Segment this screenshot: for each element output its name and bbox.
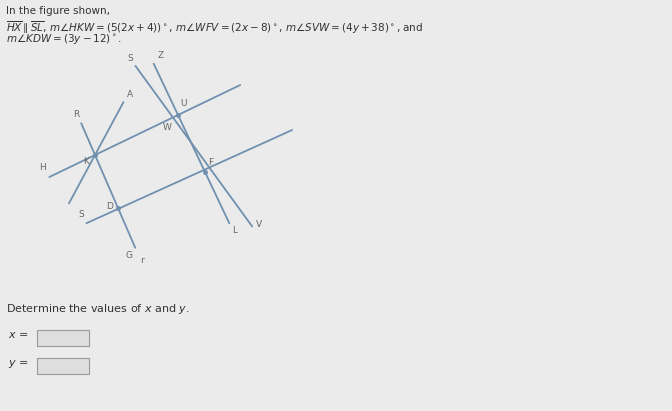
Text: H: H bbox=[40, 163, 46, 172]
Text: $\overline{HX} \parallel \overline{SL}$, $m\angle HKW=(5(2x+4))^\circ$, $m\angle: $\overline{HX} \parallel \overline{SL}$,… bbox=[6, 19, 423, 36]
Text: $m\angle KDW=(3y-12)^\circ$.: $m\angle KDW=(3y-12)^\circ$. bbox=[6, 32, 122, 46]
Text: L: L bbox=[233, 226, 237, 236]
Text: A: A bbox=[126, 90, 132, 99]
Text: W: W bbox=[163, 123, 172, 132]
Text: G: G bbox=[125, 251, 132, 260]
Text: V: V bbox=[256, 220, 262, 229]
Text: S: S bbox=[128, 54, 134, 63]
Text: D: D bbox=[106, 201, 113, 210]
FancyBboxPatch shape bbox=[37, 358, 89, 374]
Text: $x$ =: $x$ = bbox=[8, 330, 28, 340]
Text: r: r bbox=[140, 256, 144, 265]
Text: F: F bbox=[208, 158, 213, 167]
Text: K: K bbox=[83, 157, 89, 166]
FancyBboxPatch shape bbox=[37, 330, 89, 346]
Text: R: R bbox=[73, 110, 79, 119]
Text: U: U bbox=[180, 99, 187, 108]
Text: Z: Z bbox=[158, 51, 164, 60]
Text: Determine the values of $x$ and $y$.: Determine the values of $x$ and $y$. bbox=[6, 302, 190, 316]
Text: In the figure shown,: In the figure shown, bbox=[6, 6, 110, 16]
Text: S: S bbox=[79, 210, 85, 219]
Text: $y$ =: $y$ = bbox=[8, 358, 28, 370]
